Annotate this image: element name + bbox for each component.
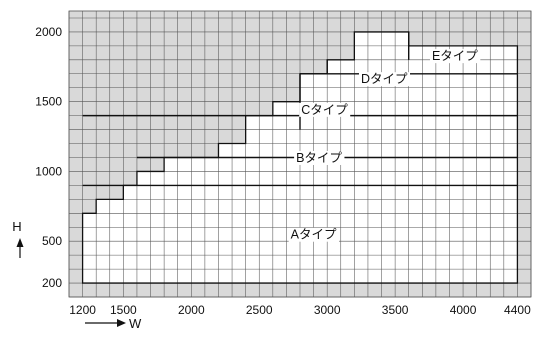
zone-label-background — [358, 72, 411, 87]
zone-label: Cタイプ — [301, 103, 348, 117]
zone-label: Aタイプ — [291, 228, 337, 242]
y-tick-label: 2000 — [35, 25, 62, 39]
y-axis-arrow-head — [16, 238, 24, 247]
zone-label: Bタイプ — [296, 151, 342, 165]
x-tick-label: 3000 — [314, 303, 341, 317]
zone-label-background — [294, 150, 345, 165]
y-axis-label: H — [12, 219, 21, 234]
zone-labels: Aタイプ Bタイプ Cタイプ Dタイプ Eタイプ — [288, 49, 481, 242]
plot-frame — [68, 10, 532, 298]
x-tick-label: 1200 — [69, 303, 96, 317]
x-axis-title: W — [85, 316, 142, 331]
x-axis-label: W — [129, 316, 142, 331]
y-tick-label: 1000 — [35, 164, 62, 178]
y-tick-label: 200 — [42, 276, 62, 290]
x-axis-arrow-head — [117, 319, 126, 327]
y-tick-labels: 200 500 1000 1500 2000 — [35, 25, 62, 290]
zone-label: Dタイプ — [361, 72, 408, 86]
zone-label-background — [299, 102, 351, 117]
zone-label-background — [429, 49, 481, 64]
x-tick-labels: 1200 1500 2000 2500 3000 3500 4000 4400 — [69, 303, 531, 317]
x-tick-label: 3500 — [382, 303, 409, 317]
x-tick-label: 1500 — [110, 303, 137, 317]
x-tick-label: 2500 — [246, 303, 273, 317]
y-tick-label: 1500 — [35, 95, 62, 109]
y-axis-title: H — [12, 219, 24, 258]
x-tick-label: 4000 — [450, 303, 477, 317]
x-tick-label: 4400 — [504, 303, 531, 317]
x-tick-label: 2000 — [178, 303, 205, 317]
zone-label: Eタイプ — [432, 49, 478, 63]
y-tick-label: 500 — [42, 234, 62, 248]
zone-label-background — [288, 227, 340, 242]
